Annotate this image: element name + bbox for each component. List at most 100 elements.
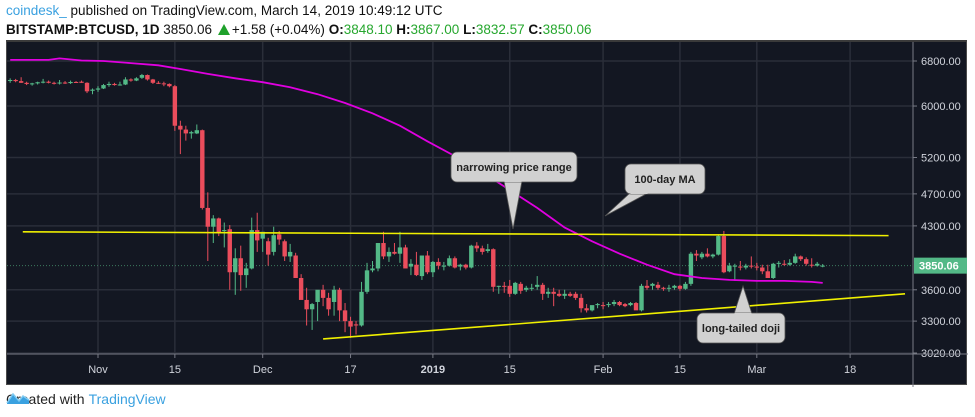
candle: [79, 80, 84, 83]
publish-info: coindesk_ published on TradingView.com, …: [6, 3, 443, 18]
candle: [419, 255, 425, 280]
candle: [359, 281, 364, 327]
candle: [524, 285, 529, 292]
candle: [798, 255, 803, 262]
tradingview-brand-link[interactable]: TradingView: [88, 391, 166, 407]
callout-annotation[interactable]: 100-day MA: [604, 163, 706, 217]
trendline-lower[interactable]: [323, 293, 906, 340]
candle: [29, 82, 35, 86]
last-price: 3850.06: [163, 22, 213, 37]
price-tick-label: 6000.00: [921, 101, 961, 113]
candle: [540, 282, 545, 300]
candle: [139, 73, 145, 79]
candle: [688, 251, 694, 286]
candle: [452, 256, 458, 269]
candle: [386, 247, 392, 262]
time-tick-label: Dec: [253, 364, 273, 376]
candle: [403, 244, 408, 269]
candle: [364, 262, 370, 294]
candle: [381, 231, 386, 260]
candle: [46, 80, 51, 84]
candle: [183, 125, 189, 141]
candle: [244, 262, 249, 288]
candlestick-chart[interactable]: narrowing price range 100-day MA long-tail…: [7, 42, 968, 387]
candle: [35, 81, 40, 85]
trendline-upper[interactable]: [22, 230, 889, 237]
candle: [326, 292, 331, 316]
publisher-name[interactable]: coindesk_: [6, 3, 67, 18]
symbol-label: BITSTAMP:BTCUSD, 1D: [6, 22, 160, 37]
callout-annotation[interactable]: narrowing price range: [450, 151, 578, 230]
candle: [699, 251, 705, 260]
candle: [743, 263, 749, 270]
candle: [233, 248, 238, 295]
candle: [24, 81, 29, 86]
price-change: +1.58 (+0.04%): [231, 22, 325, 37]
candle: [754, 262, 759, 271]
candle: [408, 259, 414, 276]
candle: [480, 245, 485, 255]
candle: [633, 301, 639, 311]
candle: [51, 81, 57, 85]
time-tick-label: Mar: [747, 364, 766, 376]
candle: [545, 287, 551, 298]
candle: [463, 263, 469, 270]
time-tick-label: 2019: [421, 364, 445, 376]
candle: [655, 281, 661, 290]
candle: [683, 281, 688, 290]
candle: [260, 231, 265, 252]
candle: [611, 299, 617, 307]
candle: [567, 291, 573, 297]
price-tick-label: 4300.00: [921, 221, 961, 233]
candle: [650, 282, 655, 290]
candle: [57, 80, 62, 85]
candle: [809, 258, 814, 268]
candle: [782, 260, 787, 266]
plot-area[interactable]: narrowing price range 100-day MA long-tail…: [7, 42, 913, 354]
time-axis[interactable]: Nov 15 Dec 17 2019 15 Feb 15 Mar 18: [7, 353, 968, 376]
candle: [749, 256, 754, 269]
up-arrow-icon: [217, 24, 230, 35]
candle: [628, 301, 633, 307]
candle: [200, 129, 205, 210]
high-value: 3867.00: [410, 22, 460, 37]
price-axis[interactable]: 6800.00 6000.00 5200.00 4700.00 4300.00 3600.…: [912, 42, 967, 387]
candle: [101, 83, 106, 90]
open-value: 3848.10: [343, 22, 393, 37]
time-tick-label: 18: [844, 364, 856, 376]
candle: [513, 281, 518, 295]
price-tick-label: 5200.00: [921, 153, 961, 165]
callout-text: 100-day MA: [634, 174, 695, 186]
candle: [13, 78, 18, 83]
candle: [458, 263, 463, 271]
high-label: H:: [396, 22, 411, 37]
candle: [765, 264, 770, 279]
candle: [441, 261, 447, 271]
candle: [447, 255, 452, 267]
candle: [694, 250, 699, 262]
candle: [677, 284, 683, 291]
ma-100-line[interactable]: [10, 57, 823, 284]
candle: [721, 230, 727, 274]
candle: [562, 289, 567, 299]
last-price-tag: [914, 257, 967, 274]
candle: [710, 253, 716, 259]
callout-annotation[interactable]: long-tailed doji: [696, 284, 786, 344]
candle: [211, 215, 216, 244]
candle: [600, 301, 606, 310]
candle: [353, 321, 359, 335]
candle: [62, 81, 68, 84]
candle: [167, 83, 172, 88]
chart-panel[interactable]: narrowing price range 100-day MA long-tail…: [6, 40, 968, 387]
candle: [507, 279, 512, 297]
candle: [661, 286, 666, 291]
candle: [156, 81, 161, 84]
candle: [348, 316, 353, 338]
candle: [287, 243, 293, 262]
symbol-info: BITSTAMP:BTCUSD, 1D 3850.06 +1.58 (+0.04…: [6, 22, 591, 37]
candle: [73, 81, 79, 83]
candle: [189, 130, 194, 139]
candle: [123, 77, 128, 86]
candle: [771, 262, 776, 279]
candle: [469, 244, 474, 269]
